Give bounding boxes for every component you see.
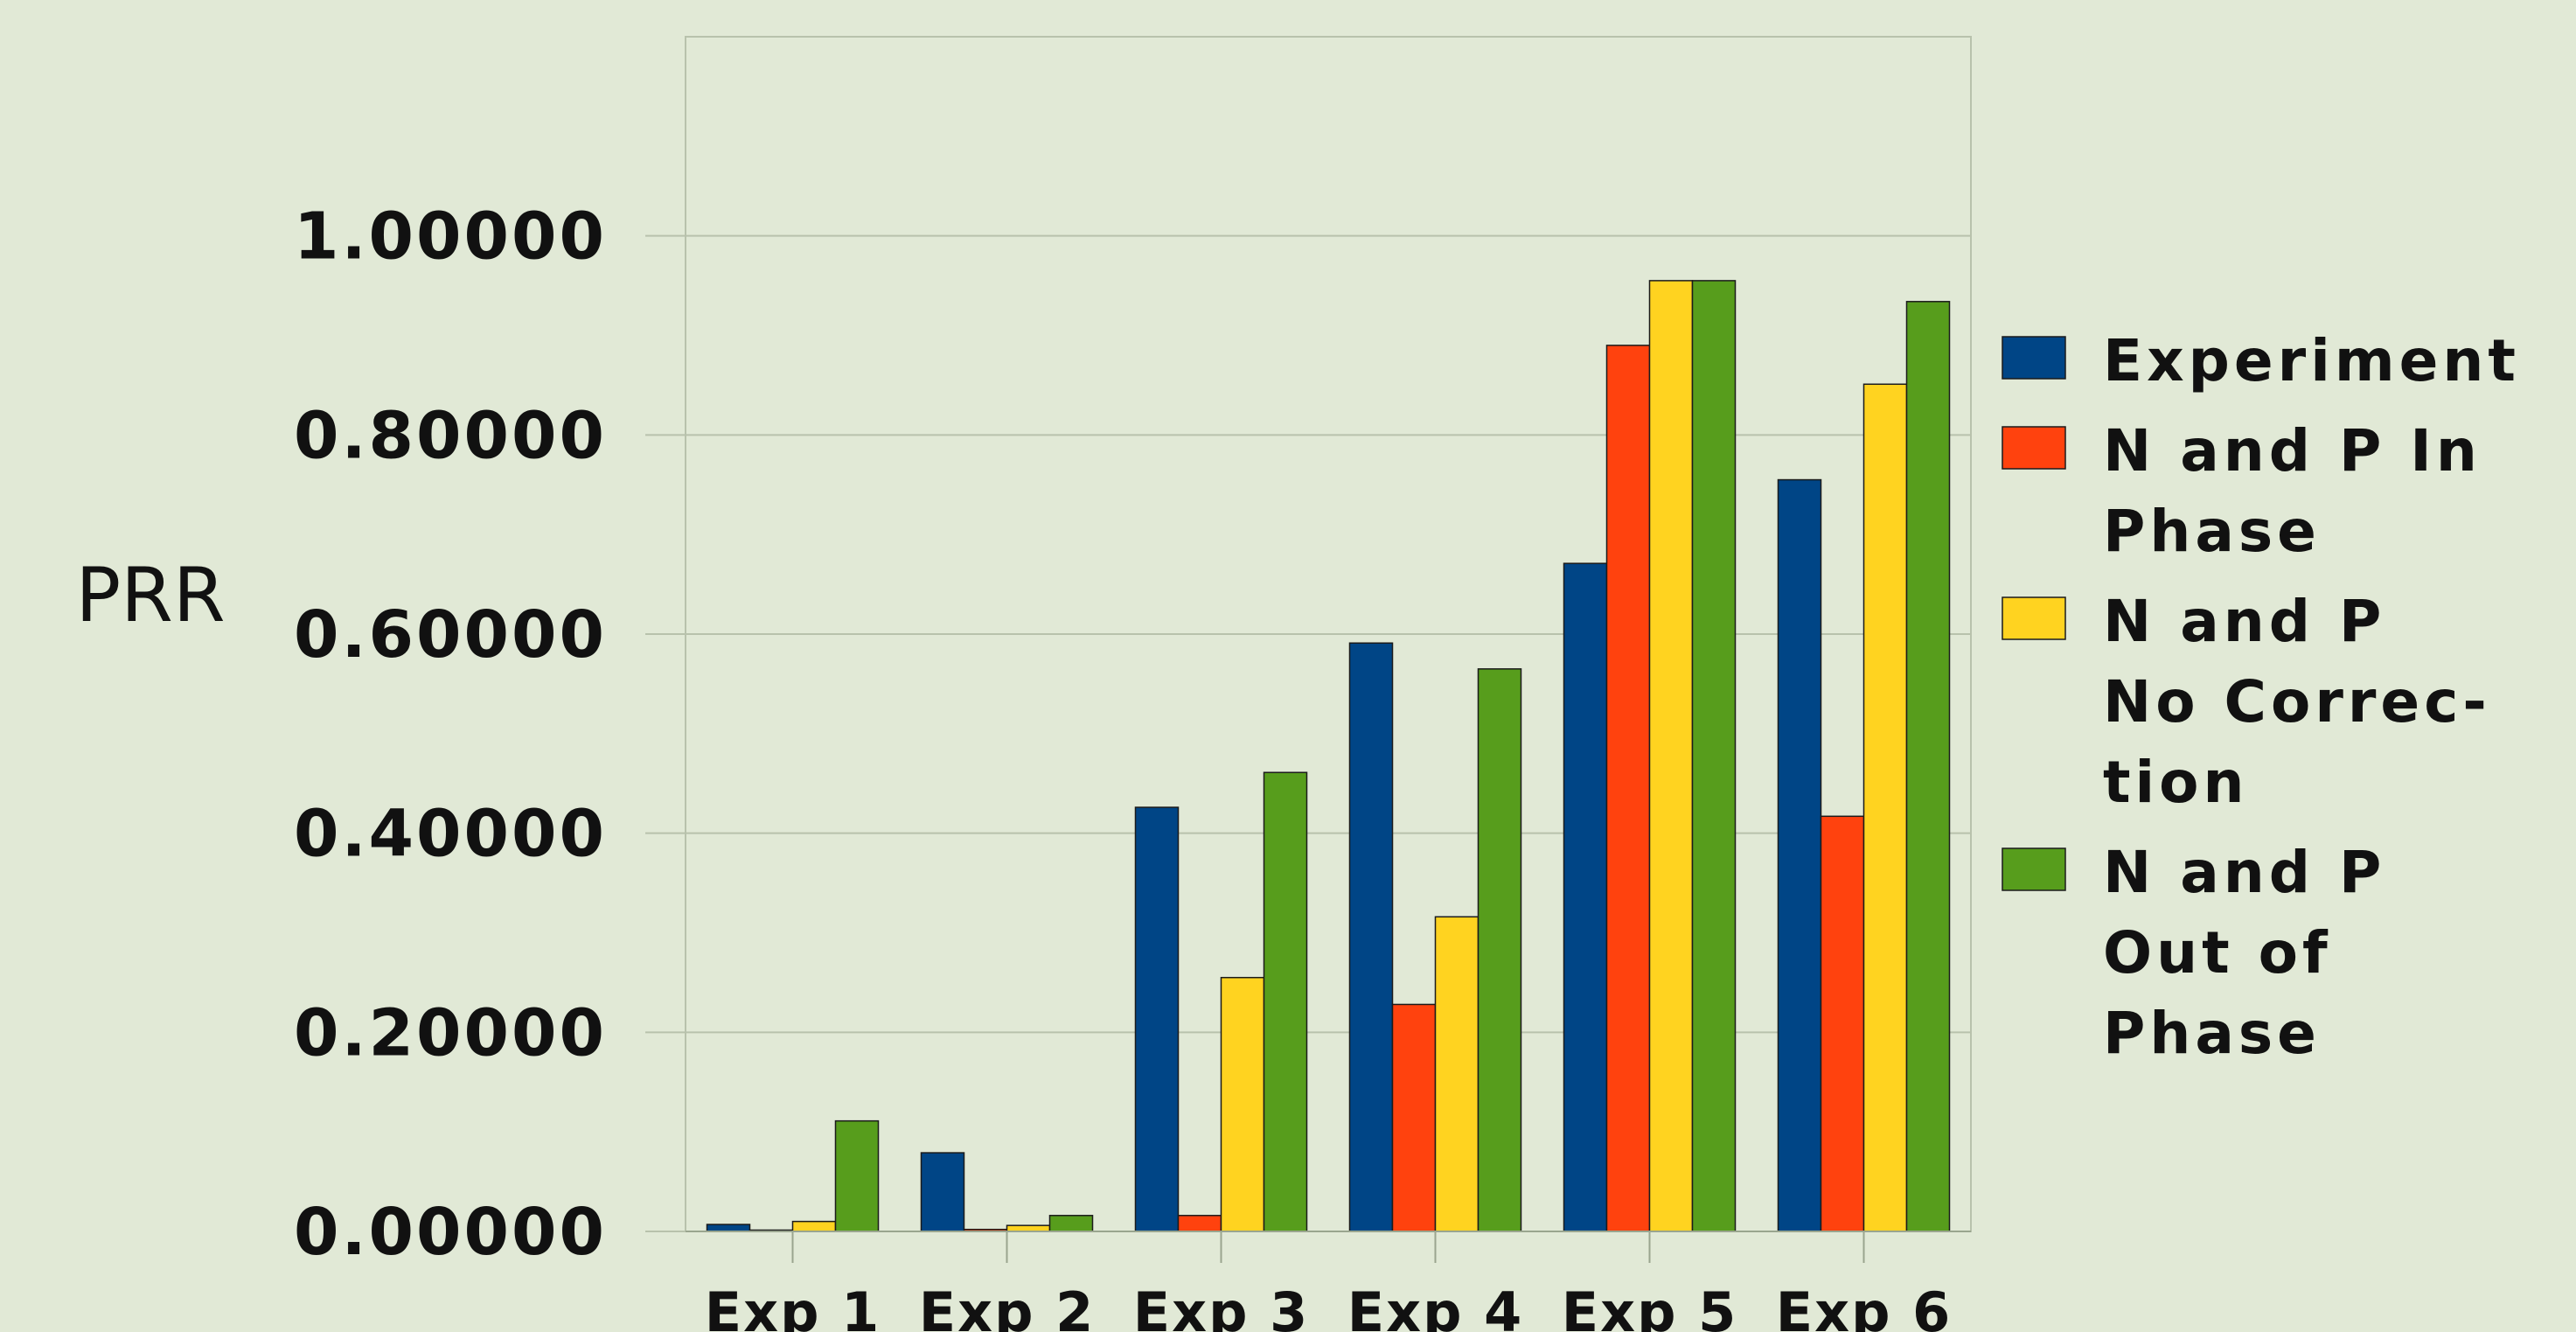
bar	[1862, 383, 1908, 1232]
bar	[1477, 668, 1522, 1232]
x-tick-label: Exp 1	[705, 1280, 881, 1332]
bar	[706, 1224, 751, 1232]
bar	[1905, 301, 1951, 1232]
legend-label: Experiment	[2103, 327, 2520, 394]
legend-swatch	[2002, 847, 2066, 891]
bar	[1134, 806, 1180, 1232]
legend-label: Phase	[2103, 1000, 2321, 1067]
bar	[1691, 280, 1737, 1232]
y-axis-label: PRR	[75, 552, 225, 639]
legend-swatch	[2002, 596, 2066, 640]
bar	[791, 1220, 837, 1232]
y-tick-label: 0.20000	[294, 995, 607, 1070]
bar	[1263, 771, 1308, 1232]
legend-label: N and P	[2103, 839, 2385, 906]
legend-swatch	[2002, 426, 2066, 470]
x-tick-labels: Exp 1 Exp 2 Exp 3 Exp 4 Exp 5 Exp 6	[705, 1231, 1952, 1332]
bar	[1391, 1003, 1437, 1232]
x-tick-label: Exp 5	[1562, 1280, 1737, 1332]
y-tick-label: 0.80000	[294, 398, 607, 473]
legend-label: No Correc-	[2103, 668, 2491, 736]
bar	[1563, 562, 1608, 1232]
gridlines	[645, 234, 1971, 1232]
bar	[1177, 1215, 1222, 1232]
bar	[920, 1152, 965, 1232]
bar	[1220, 976, 1265, 1232]
legend-label: Out of	[2103, 919, 2332, 987]
bar	[1820, 815, 1865, 1232]
bar	[834, 1119, 880, 1232]
legend: Experiment N and P In Phase N and P No Corre…	[2002, 327, 2520, 1067]
bar	[1777, 478, 1822, 1232]
y-tick-label: 0.40000	[294, 797, 607, 872]
x-tick-label: Exp 6	[1776, 1280, 1952, 1332]
x-tick-label: Exp 4	[1347, 1280, 1523, 1332]
bar	[1006, 1224, 1051, 1232]
y-tick-label: 0.00000	[294, 1195, 607, 1270]
y-tick-label: 1.00000	[294, 199, 607, 275]
bar	[1348, 642, 1394, 1232]
legend-label: tion	[2103, 749, 2249, 816]
bar	[1048, 1215, 1094, 1232]
bars	[706, 280, 1951, 1232]
bar	[1605, 345, 1651, 1232]
legend-swatch	[2002, 336, 2066, 380]
y-tick-labels: 0.00000 0.20000 0.40000 0.60000 0.80000 1.000…	[294, 199, 607, 1270]
legend-label: N and P	[2103, 588, 2385, 655]
legend-label: Phase	[2103, 498, 2321, 565]
x-tick-label: Exp 3	[1133, 1280, 1309, 1332]
legend-label: N and P In	[2103, 417, 2482, 485]
bar	[1648, 280, 1694, 1232]
bar	[1434, 916, 1479, 1232]
x-tick-label: Exp 2	[919, 1280, 1095, 1332]
y-tick-label: 0.60000	[294, 597, 607, 673]
